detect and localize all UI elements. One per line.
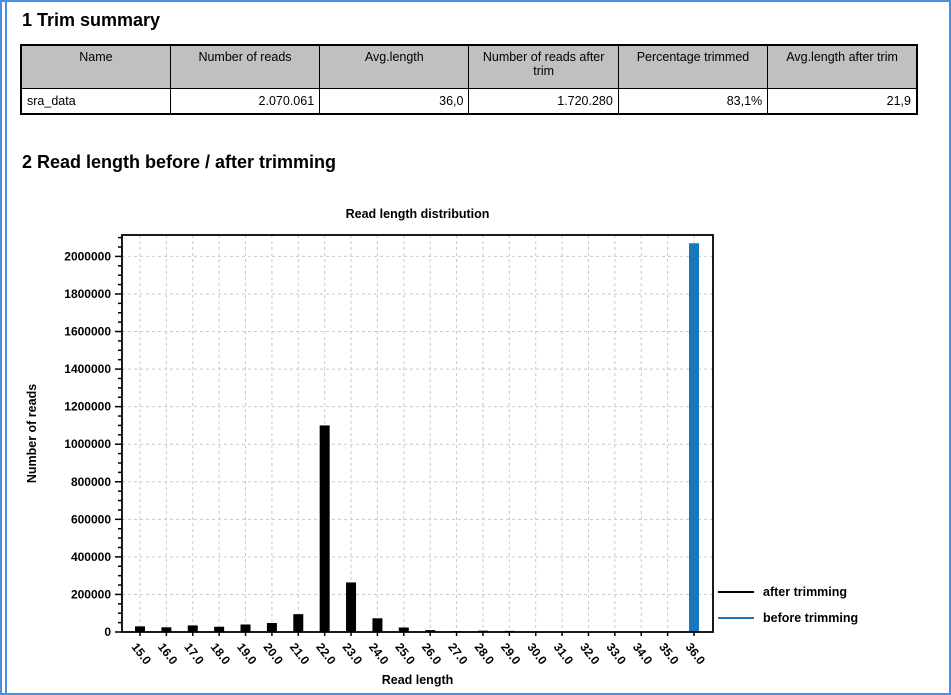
table-header-cell: Percentage trimmed [617,44,769,89]
bar-after-trimming [319,425,330,632]
x-tick-label: 35.0 [656,640,682,667]
legend-label-after-trimming: after trimming [763,585,848,599]
y-tick-label: 1000000 [64,437,111,451]
table-header-cell: Avg.length after trim [767,44,918,89]
x-tick-label: 17.0 [181,640,207,667]
y-tick-label: 1600000 [64,325,111,339]
bar-after-trimming [346,582,357,632]
x-axis-label: Read length [382,673,454,687]
table-header-cell: Number of reads after trim [468,44,619,89]
x-tick-label: 18.0 [208,640,234,667]
x-tick-label: 30.0 [524,640,550,667]
legend-entry-before-trimming: before trimming [718,605,858,631]
chart-title: Read length distribution [345,207,490,221]
chart-legend: after trimming before trimming [718,579,858,631]
x-tick-label: 15.0 [129,640,155,667]
table-header-cell: Number of reads [169,44,321,89]
x-tick-label: 16.0 [155,640,181,667]
table-cell-name: sra_data [20,88,171,115]
x-tick-label: 28.0 [472,640,498,667]
table-cell-value: 2.070.061 [169,88,321,115]
x-tick-label: 34.0 [630,640,656,667]
legend-entry-after-trimming: after trimming [718,579,858,605]
x-tick-label: 20.0 [261,640,287,667]
x-tick-label: 21.0 [287,640,313,667]
x-tick-label: 25.0 [392,640,418,667]
table-cell-value: 36,0 [319,88,470,115]
y-tick-label: 1800000 [64,287,111,301]
x-tick-label: 32.0 [577,640,603,667]
table-header-cell: Avg.length [319,44,470,89]
x-tick-label: 33.0 [603,640,629,667]
bar-after-trimming [161,627,172,632]
y-tick-label: 0 [104,625,111,639]
x-tick-label: 19.0 [234,640,260,667]
bar-after-trimming [135,626,145,632]
table-row: sra_data 2.070.061 36,0 1.720.280 83,1% 21,9 [20,88,918,115]
x-tick-label: 22.0 [313,640,339,667]
y-tick-label: 1200000 [64,400,111,414]
bar-after-trimming [187,625,198,632]
y-tick-label: 600000 [71,512,111,526]
y-tick-label: 1400000 [64,362,111,376]
x-tick-label: 29.0 [498,640,524,667]
read-length-chart: 0 200000 400000 600000 800000 1000000 1200000 1… [25,234,714,687]
bar-before-trimming [689,243,699,632]
panel-focus-border [5,2,7,693]
y-tick-label: 2000000 [64,249,111,263]
trim-summary-table: Name Number of reads Avg.length Number of r… [20,44,918,115]
legend-label-before-trimming: before trimming [763,611,859,625]
x-tick-label: 31.0 [551,640,577,667]
bar-after-trimming [398,627,409,632]
y-tick-label: 800000 [71,475,111,489]
y-axis-label: Number of reads [25,384,39,483]
x-tick-label: 26.0 [419,640,445,667]
table-cell-value: 1.720.280 [468,88,619,115]
table-cell-value: 21,9 [767,88,918,115]
bar-after-trimming [266,622,277,632]
bar-after-trimming [425,630,436,632]
y-tick-label: 200000 [71,587,111,601]
table-cell-value: 83,1% [617,88,769,115]
legend-line-after-trimming-icon [718,591,754,593]
x-tick-label: 24.0 [366,640,392,667]
bar-after-trimming [240,624,251,632]
bar-after-trimming [214,626,225,632]
section-1-heading: 1 Trim summary [22,10,161,30]
y-tick-label: 400000 [71,550,111,564]
bar-after-trimming [372,618,383,632]
table-header-cell: Name [20,44,171,89]
plot-border [121,234,714,633]
x-tick-label: 27.0 [445,640,471,667]
section-2-heading: 2 Read length before / after trimming [22,152,337,172]
x-tick-label: 23.0 [340,640,366,667]
legend-line-before-trimming-icon [718,617,754,619]
bar-after-trimming [293,614,304,632]
x-tick-label: 36.0 [683,640,709,667]
